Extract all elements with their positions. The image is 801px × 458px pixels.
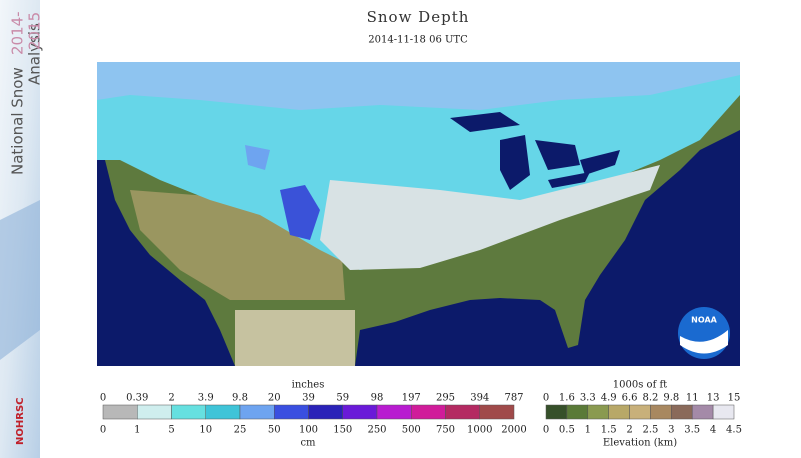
legend-unit: cm [300,438,316,449]
banner-title: Analysis [26,23,44,85]
banner-title: National Snow [9,67,27,175]
great-lakes [450,112,620,190]
legend-swatch [171,404,206,420]
legend-label: 10 [199,425,212,436]
mexico [235,310,355,366]
legend-label: 2 [626,425,632,436]
legend-swatch [629,404,651,420]
legend-unit: inches [292,380,325,391]
legend-label: 8.2 [642,393,658,404]
legend-swatch [411,404,446,420]
banner-ice [0,200,40,360]
legend-label: 1.5 [601,425,617,436]
legend-swatch [342,404,378,420]
legend-label: 59 [336,393,349,404]
legend-label: 250 [367,425,386,436]
legend-label: 3.5 [684,425,700,436]
banner-years: 2014- [9,11,27,55]
legend-swatch [691,404,714,420]
legend-label: 9.8 [663,393,679,404]
legend-label: 9.8 [232,393,248,404]
legend-label: 0.5 [559,425,575,436]
legend-label: 197 [402,393,421,404]
legend-label: 295 [436,393,455,404]
legend-swatch [274,404,309,420]
legend-swatch [587,404,609,420]
legend-label: 0 [100,425,106,436]
legend-label: 4 [710,425,716,436]
map: NOAA [97,62,740,366]
banner-logo: NOHRSC [15,398,26,445]
legend-label: 25 [234,425,247,436]
legend-swatch [445,404,480,420]
legend-label: 2000 [501,425,526,436]
legend-swatch [479,404,515,420]
legend-label: 2.5 [642,425,658,436]
legend-label: 4.5 [726,425,742,436]
subtitle: 2014-11-18 06 UTC [368,35,468,46]
legend-label: 150 [333,425,352,436]
snow-cover [245,145,270,170]
snow-cover [280,185,320,240]
legend-label: 98 [371,393,384,404]
legend-label: 15 [728,393,741,404]
noaa-logo-text: NOAA [691,316,717,325]
legend-label: 1000 [467,425,492,436]
legend-label: 2 [168,393,174,404]
legend-swatch [137,404,172,420]
legend-swatch [239,404,275,420]
legend-label: 5 [168,425,174,436]
snow-cover [97,62,740,110]
legend-unit: Elevation (km) [603,438,677,449]
title: Snow Depth [367,8,470,26]
legend-label: 0 [543,425,549,436]
legend-swatch [608,404,630,420]
legend-label: 20 [268,393,281,404]
legend-label: 3.3 [580,393,596,404]
legend-swatch [308,404,343,420]
noaa-logo-bird [680,330,728,354]
legend-label: 39 [302,393,315,404]
legend-label: 1 [134,425,140,436]
legend-swatch [102,404,138,420]
legend-label: 750 [436,425,455,436]
legend-swatch [671,404,693,420]
legend-label: 500 [402,425,421,436]
legend-swatch [650,404,672,420]
legend-label: 0 [543,393,549,404]
banner-years: 2015 [26,12,44,50]
legend-label: 6.6 [622,393,638,404]
legend-label: 11 [686,393,699,404]
legend-swatch [545,404,568,420]
legend-label: 394 [470,393,489,404]
legend-label: 0.39 [126,393,148,404]
legend-label: 1.6 [559,393,575,404]
snow-cover [320,165,660,270]
legend-label: 13 [707,393,720,404]
legend-label: 3.9 [198,393,214,404]
legend-unit: 1000s of ft [613,380,667,391]
legend-label: 50 [268,425,281,436]
legend-label: 1 [585,425,591,436]
legend-label: 0 [100,393,106,404]
legend-swatch [205,404,241,420]
snow-cover [97,62,740,270]
legend-label: 787 [504,393,523,404]
legend-label: 4.9 [601,393,617,404]
legend-swatch [376,404,412,420]
legend-swatch [712,404,735,420]
legend-swatch [566,404,589,420]
legend-label: 100 [299,425,318,436]
legend-label: 3 [668,425,674,436]
